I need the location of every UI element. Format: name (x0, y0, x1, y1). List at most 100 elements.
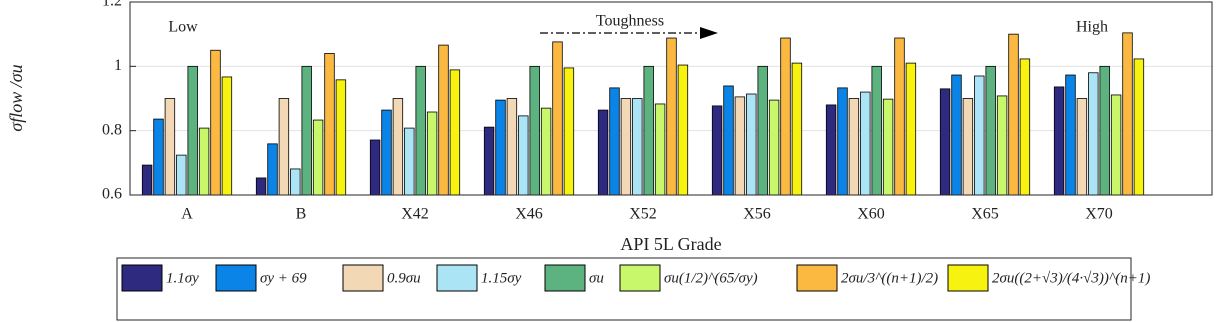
bar (996, 95, 1008, 196)
bar (632, 98, 643, 196)
legend-label: σu (589, 270, 604, 286)
bar (164, 98, 176, 196)
bar (267, 143, 278, 196)
legend-swatch (121, 264, 163, 292)
bar (951, 74, 962, 196)
legend: 1.1σy σy + 69 0.9σu 1.15σy σu σu(1/2)^(65/σy)… (121, 264, 1150, 292)
x-tick-label: A (181, 206, 193, 223)
axes-box (129, 1, 1213, 196)
bar (985, 65, 996, 196)
legend-swatch (619, 264, 661, 292)
legend-swatch (215, 264, 257, 292)
x-tick-label: X70 (1085, 206, 1113, 223)
x-tick-label: X42 (401, 206, 429, 223)
bar (905, 62, 917, 196)
legend-label: 1.1σy (166, 270, 199, 286)
bar (1008, 33, 1019, 196)
bar (1122, 32, 1133, 196)
bar (791, 62, 803, 196)
bar (290, 168, 301, 196)
annotation: High (1076, 19, 1108, 36)
bar (711, 105, 723, 196)
bar (449, 69, 461, 196)
bar (312, 119, 324, 196)
bar (609, 87, 620, 196)
y-tick-label: 1 (114, 57, 122, 74)
bar (757, 65, 768, 196)
legend-swatch (342, 264, 384, 292)
bar (301, 65, 312, 196)
x-tick-label: X65 (971, 206, 999, 223)
legend-label: 2σu((2+√3)/(4·√3))^(n+1) (992, 270, 1150, 286)
bar (1088, 72, 1099, 196)
x-tick-label: X46 (515, 206, 543, 223)
legend-label: σu(1/2)^(65/σy) (664, 270, 758, 286)
legend-label: 1.15σy (481, 270, 522, 286)
bar (848, 98, 860, 196)
bar (882, 98, 894, 196)
legend-label: σy + 69 (260, 270, 307, 286)
bar (768, 99, 780, 196)
bar (620, 98, 632, 196)
bar (438, 44, 449, 196)
bar (187, 65, 198, 196)
bar (552, 41, 563, 196)
bar (1019, 58, 1031, 196)
bar (654, 103, 666, 196)
bar (563, 67, 575, 196)
bar (335, 79, 347, 196)
bar (597, 109, 609, 196)
arrow-head (700, 27, 718, 39)
bar (643, 65, 654, 196)
bar (483, 126, 495, 196)
legend-label: 2σu/3^((n+1)/2) (841, 270, 938, 286)
legend-swatch (544, 264, 586, 292)
bar (1053, 86, 1065, 196)
y-tick-label: 0.6 (102, 186, 122, 203)
bar (746, 93, 757, 196)
bar (153, 118, 164, 196)
bar (518, 115, 529, 196)
bar (176, 154, 187, 196)
legend-swatch (436, 264, 478, 292)
legend-label: 0.9σu (387, 270, 421, 286)
bar (392, 98, 404, 196)
bar (860, 91, 871, 196)
bar (255, 177, 267, 196)
annotation: Low (168, 19, 198, 36)
x-tick-label: X52 (629, 206, 657, 223)
bar (837, 87, 848, 196)
bar (1065, 74, 1076, 196)
y-tick-label: 0.8 (102, 121, 122, 138)
y-axis-label: σflow /σu (6, 64, 26, 131)
bar (894, 37, 905, 196)
legend-swatch (796, 264, 838, 292)
bar (974, 75, 985, 196)
bar (495, 99, 506, 196)
bar (723, 85, 734, 196)
bars (141, 32, 1145, 196)
bar (825, 104, 837, 196)
bar (426, 111, 438, 196)
x-tick-label: B (296, 206, 307, 223)
bar (540, 107, 552, 196)
bar (1133, 58, 1145, 196)
bar (324, 53, 335, 196)
bar (734, 96, 746, 196)
bar (780, 37, 791, 196)
x-tick-label: X60 (857, 206, 885, 223)
bar (1099, 65, 1110, 196)
bar (529, 65, 540, 196)
bar (1076, 98, 1088, 196)
bar (404, 127, 415, 196)
bar (677, 64, 689, 196)
bar (415, 65, 426, 196)
bar (210, 49, 221, 196)
bar (939, 88, 951, 196)
annotation: Toughness (596, 13, 664, 30)
bar (1110, 94, 1122, 196)
bar (141, 164, 153, 196)
legend-swatch (947, 264, 989, 292)
bar (962, 98, 974, 196)
